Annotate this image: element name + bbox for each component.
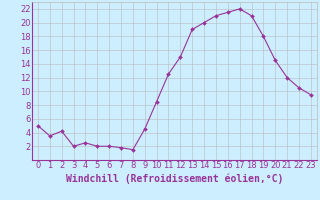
X-axis label: Windchill (Refroidissement éolien,°C): Windchill (Refroidissement éolien,°C) — [66, 173, 283, 184]
